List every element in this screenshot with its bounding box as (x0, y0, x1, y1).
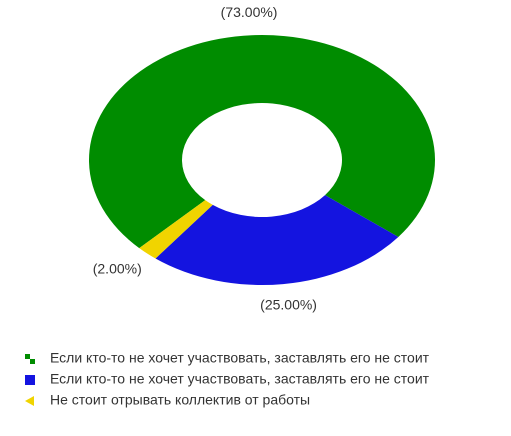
donut-slice (89, 35, 436, 249)
legend-icon (25, 354, 35, 364)
donut-slice (155, 195, 399, 285)
legend-label: Если кто-то не хочет участвовать, застав… (50, 350, 430, 366)
legend-icon (25, 396, 34, 406)
data-label: (25.00%) (260, 297, 317, 313)
legend-icon (25, 375, 35, 385)
donut-slice (139, 200, 213, 259)
data-label: (73.00%) (221, 4, 278, 20)
data-label: (2.00%) (93, 261, 142, 277)
legend-label: Не стоит отрывать коллектив от работы (50, 392, 310, 408)
legend-label: Если кто-то не хочет участвовать, застав… (50, 371, 430, 387)
